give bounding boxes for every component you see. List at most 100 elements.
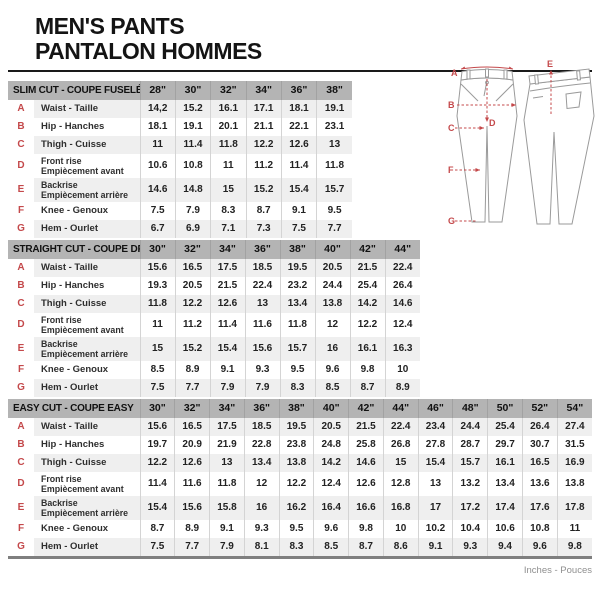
- size-column-header: 36": [243, 398, 280, 418]
- measurement-value: 16.4: [313, 495, 349, 520]
- diagram-letter-d: D: [489, 118, 496, 128]
- measurement-value: 12.2: [349, 312, 386, 337]
- pants-back-view: [523, 68, 595, 225]
- page-title: MEN'S PANTS PANTALON HOMMES: [35, 14, 592, 64]
- measurement-value: 17.6: [521, 495, 558, 520]
- measurement-value: 9.3: [243, 519, 280, 538]
- measurement-value: 22.4: [382, 417, 419, 436]
- measurement-value: 11.8: [316, 153, 352, 178]
- measurement-row-b: B Hip - Hanches 18.1 19.1 20.1 21.1 22.1 23.1: [8, 117, 352, 136]
- measurement-row-d: D Front rise Empiècement avant 11 11.2 11.4 11…: [8, 312, 421, 337]
- size-column-header: 42": [349, 239, 386, 259]
- size-column-header: 44": [382, 398, 419, 418]
- measurement-value: 30.7: [521, 435, 558, 454]
- measurement-value: 15.4: [280, 177, 317, 202]
- row-letter: C: [17, 298, 25, 310]
- measurement-value: 7.7: [174, 378, 211, 397]
- measurement-value: 15.6: [139, 258, 176, 277]
- measurement-value: 26.8: [382, 435, 419, 454]
- measurement-value: 24.4: [452, 417, 488, 436]
- measurement-value: 23.1: [316, 117, 352, 136]
- row-letter: E: [17, 184, 25, 196]
- measurement-value: 16: [314, 336, 351, 361]
- measurement-value: 21.5: [349, 258, 386, 277]
- row-letter: B: [17, 280, 25, 292]
- measurement-label: Backrise Empiècement arrière: [34, 336, 141, 361]
- size-column-header: 38": [316, 80, 352, 100]
- table-header-row: SLIM CUT - COUPE FUSELÉE 28" 30" 32" 34" 36" 3…: [8, 80, 352, 100]
- measurement-value: 22.4: [244, 276, 281, 295]
- size-table-slim: SLIM CUT - COUPE FUSELÉE 28" 30" 32" 34" 36" 3…: [8, 80, 352, 238]
- measurement-value: 12.2: [174, 294, 211, 313]
- measurement-value: 13: [244, 294, 281, 313]
- measurement-value: 9.6: [521, 537, 558, 558]
- measurement-row-a: A Waist - Taille 15.6 16.5 17.5 18.5 19.5 20.5 2…: [8, 258, 421, 277]
- measurement-value: 16.1: [210, 99, 246, 118]
- row-letter: C: [17, 139, 25, 151]
- measurement-value: 20.9: [174, 435, 210, 454]
- measurement-value: 13.6: [521, 471, 558, 496]
- size-column-header: 32": [174, 398, 210, 418]
- measurement-value: 8.5: [313, 537, 349, 558]
- measurement-value: 21.5: [209, 276, 246, 295]
- measurement-value: 15.2: [174, 336, 211, 361]
- size-column-header: 48": [452, 398, 488, 418]
- measurement-value: 15.7: [279, 336, 316, 361]
- measurement-label: Knee - Genoux: [41, 364, 109, 376]
- measurement-value: 13.8: [314, 294, 351, 313]
- measurement-value: 6.9: [174, 219, 211, 238]
- measurement-value: 13: [209, 453, 245, 472]
- measurement-value: 25.8: [348, 435, 384, 454]
- measurement-value: 9.8: [556, 537, 592, 558]
- size-column-header: 44": [384, 239, 421, 259]
- measurement-value: 15.6: [139, 417, 175, 436]
- measurement-value: 9.8: [349, 360, 386, 379]
- row-letter: G: [17, 223, 25, 235]
- measurement-label: Front rise Empiècement avant: [41, 473, 124, 494]
- row-letter: D: [17, 160, 25, 172]
- size-column-header: 34": [209, 398, 245, 418]
- measurement-value: 31.5: [556, 435, 592, 454]
- measurement-value: 7.7: [316, 219, 352, 238]
- measurement-value: 10.2: [417, 519, 453, 538]
- size-column-header: 38": [278, 398, 314, 418]
- measurement-value: 16: [243, 495, 280, 520]
- diagram-letter-f: F: [448, 165, 454, 175]
- measurement-value: 16.5: [174, 417, 210, 436]
- measurement-overlay: A B C D E F G: [448, 59, 553, 226]
- measurement-value: 23.2: [279, 276, 316, 295]
- measurement-value: 22.8: [243, 435, 280, 454]
- measurement-value: 18.1: [139, 117, 176, 136]
- measurement-value: 8.5: [139, 360, 176, 379]
- pants-diagram-svg: A B C D E F G: [448, 59, 595, 226]
- measurement-value: 20.5: [313, 417, 349, 436]
- measurement-value: 28.7: [452, 435, 488, 454]
- measurement-value: 15.4: [417, 453, 453, 472]
- measurement-row-c: C Thigh - Cuisse 11.8 12.2 12.6 13 13.4 13.8 14.…: [8, 294, 421, 313]
- row-letter: A: [17, 262, 25, 274]
- row-letter: E: [17, 343, 25, 355]
- measurement-value: 11: [139, 312, 176, 337]
- measurement-row-c: C Thigh - Cuisse 11 11.4 11.8 12.2 12.6 13: [8, 135, 352, 154]
- measurement-value: 8.7: [245, 201, 282, 220]
- measurement-value: 11.4: [139, 471, 175, 496]
- measurement-value: 12.4: [313, 471, 349, 496]
- measurement-value: 16.9: [556, 453, 592, 472]
- measurement-value: 10.8: [521, 519, 558, 538]
- measurement-row-c: C Thigh - Cuisse 12.2 12.6 13 13.4 13.8 14.2 14.…: [8, 453, 592, 472]
- measurement-value: 9.6: [313, 519, 349, 538]
- measurement-value: 9.5: [279, 360, 316, 379]
- measurement-value: 13.4: [487, 471, 523, 496]
- measurement-value: 8.6: [382, 537, 419, 558]
- measurement-value: 15: [382, 453, 419, 472]
- measurement-value: 11.6: [174, 471, 210, 496]
- size-column-header: 36": [244, 239, 281, 259]
- measurement-row-g: G Hem - Ourlet 7.5 7.7 7.9 8.1 8.3 8.5 8.7 8.6 9.1…: [8, 537, 592, 558]
- measurement-value: 15.7: [452, 453, 488, 472]
- table-title: SLIM CUT - COUPE FUSELÉE: [8, 80, 141, 100]
- size-column-header: 36": [280, 80, 317, 100]
- size-column-header: 30": [174, 80, 211, 100]
- measurement-row-d: D Front rise Empiècement avant 11.4 11.6 11.8…: [8, 471, 592, 496]
- size-column-header: 30": [139, 239, 176, 259]
